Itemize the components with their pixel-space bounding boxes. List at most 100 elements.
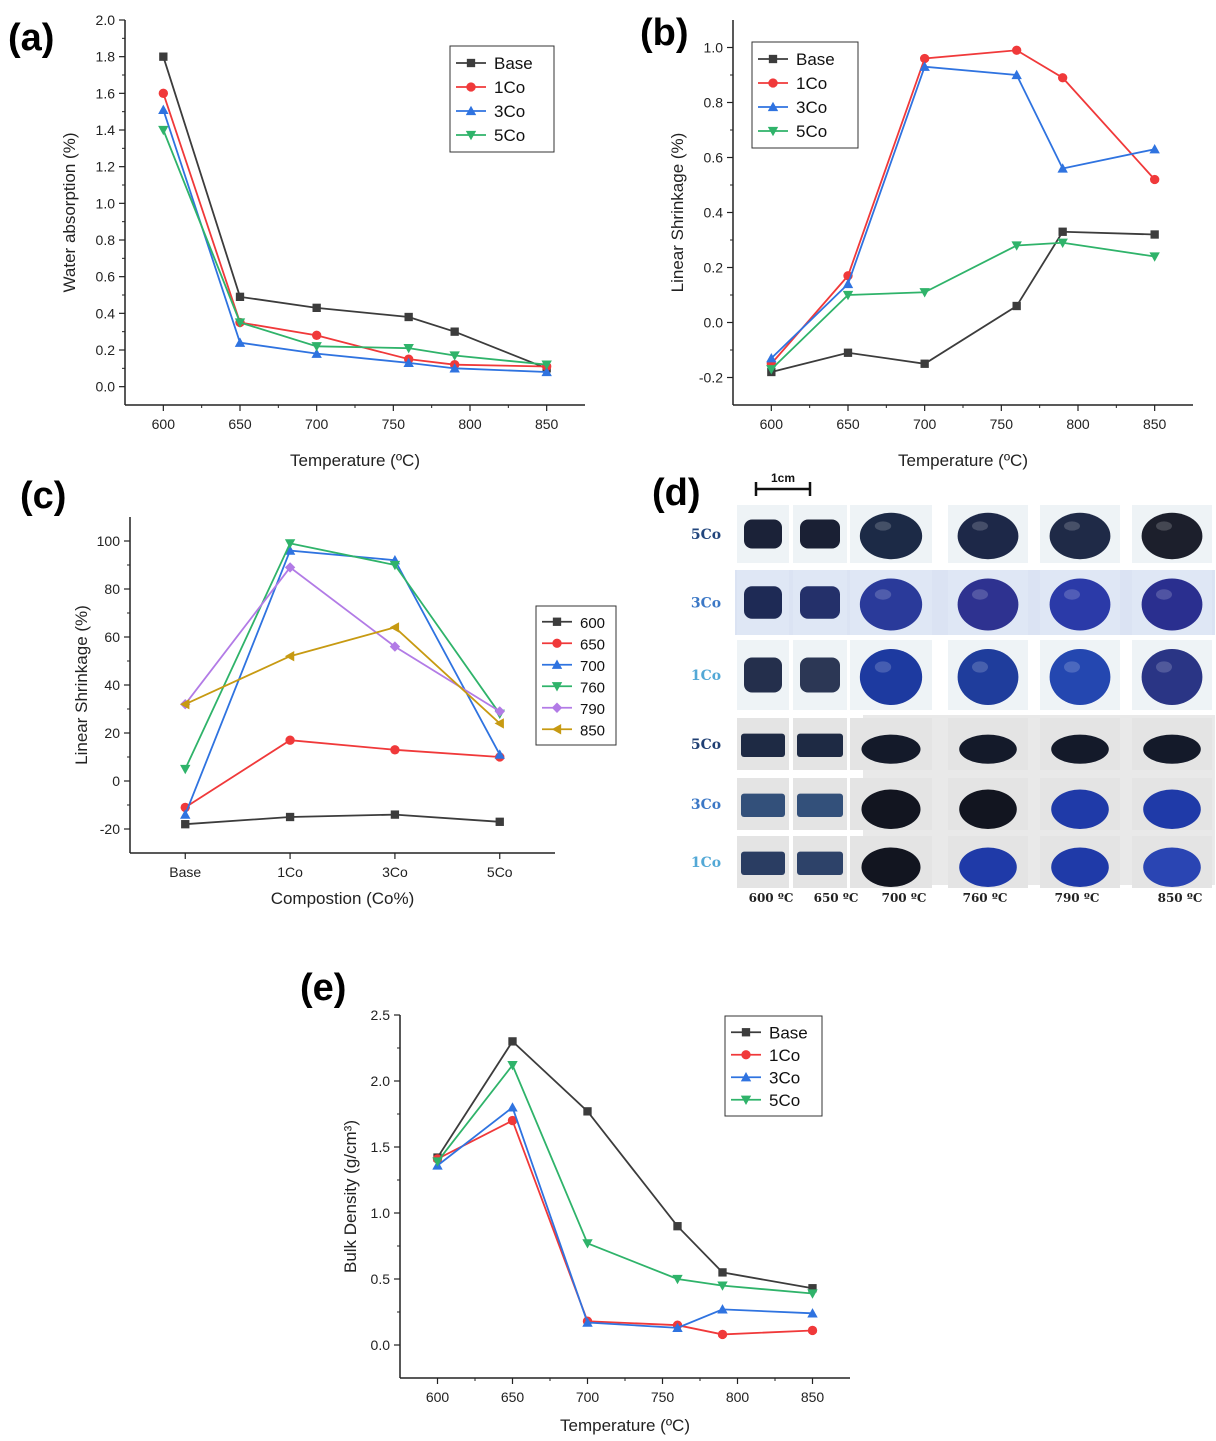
sample-pellet bbox=[744, 657, 782, 693]
sample-bloated-side bbox=[1051, 734, 1109, 764]
series-line-1Co bbox=[770, 49, 1156, 365]
legend-marker-3Co bbox=[740, 1072, 752, 1082]
sample-pellet bbox=[744, 519, 782, 549]
x-tick-label: 3Co bbox=[382, 864, 408, 880]
x-tick-label: 700 bbox=[305, 416, 329, 432]
x-tick-label: 1Co bbox=[277, 864, 303, 880]
panel-label-a: (a) bbox=[8, 17, 54, 59]
legend-marker-5Co bbox=[465, 130, 477, 141]
series-line-3Co bbox=[436, 1105, 813, 1329]
data-point-790 bbox=[494, 706, 505, 717]
data-point-Base bbox=[235, 292, 245, 301]
data-point-3Co bbox=[158, 104, 169, 114]
y-tick-label: -0.2 bbox=[699, 370, 723, 386]
y-tick-label: 0.2 bbox=[704, 260, 724, 276]
legend-marker-Base bbox=[768, 54, 778, 64]
data-point-700 bbox=[494, 749, 505, 759]
sample-bloated bbox=[957, 649, 1019, 705]
data-point-5Co bbox=[1057, 238, 1068, 248]
sample-pellet bbox=[800, 657, 840, 693]
data-point-700 bbox=[180, 809, 191, 819]
photo-row-label: 1Co bbox=[691, 668, 721, 684]
photo-temperature-label: 790 ºC bbox=[1055, 891, 1100, 905]
y-tick-label: -20 bbox=[100, 821, 120, 837]
photo-row-label: 3Co bbox=[691, 797, 721, 813]
y-tick-label: 0.0 bbox=[96, 379, 116, 395]
x-tick-label: 600 bbox=[760, 416, 784, 432]
series-line-3Co bbox=[162, 109, 547, 373]
chart-c: -20 0 20 40 60 80 100 Base 1Co 3Co 5Co Compostion (… bbox=[72, 517, 617, 908]
sample-highlight bbox=[1064, 661, 1080, 673]
data-point-600 bbox=[495, 817, 504, 826]
x-axis-title: Compostion (Co%) bbox=[271, 889, 415, 908]
legend-label-5Co: 5Co bbox=[494, 126, 525, 145]
x-tick-label: Base bbox=[169, 864, 201, 880]
data-point-Base bbox=[508, 1037, 517, 1046]
data-point-5Co bbox=[449, 351, 460, 361]
legend-marker-760 bbox=[551, 682, 563, 692]
data-point-5Co bbox=[919, 288, 930, 298]
x-tick-label: 650 bbox=[228, 416, 252, 432]
data-point-760 bbox=[180, 764, 191, 775]
photo-row-label: 3Co bbox=[691, 596, 721, 612]
legend-label-1Co: 1Co bbox=[796, 74, 827, 93]
data-point-600 bbox=[390, 810, 400, 819]
sample-bloated-side bbox=[959, 789, 1017, 829]
legend-label-3Co: 3Co bbox=[769, 1068, 800, 1087]
series-line-5Co bbox=[436, 1063, 813, 1295]
data-point-1Co bbox=[1149, 174, 1160, 185]
data-point-600 bbox=[181, 820, 190, 829]
legend-marker-5Co bbox=[767, 126, 779, 137]
sample-pellet bbox=[797, 733, 843, 757]
legend-label-Base: Base bbox=[769, 1023, 808, 1042]
data-point-5Co bbox=[1149, 252, 1160, 262]
data-point-Base bbox=[450, 327, 459, 336]
sample-highlight bbox=[874, 661, 892, 673]
y-tick-label: 1.4 bbox=[96, 122, 116, 138]
x-tick-label: 750 bbox=[990, 416, 1014, 432]
legend-label-700: 700 bbox=[580, 658, 605, 675]
y-tick-label: 80 bbox=[104, 581, 120, 597]
x-tick-label: 5Co bbox=[487, 864, 513, 880]
series-line-5Co bbox=[770, 241, 1155, 370]
x-tick-label: 800 bbox=[1066, 416, 1090, 432]
data-point-Base bbox=[1012, 301, 1021, 311]
x-tick-label: 650 bbox=[501, 1389, 525, 1405]
legend-label-Base: Base bbox=[494, 54, 533, 73]
sample-pellet bbox=[797, 793, 843, 817]
data-point-Base bbox=[1150, 230, 1159, 239]
legend-marker-700 bbox=[551, 659, 563, 669]
data-point-650 bbox=[390, 745, 400, 755]
x-axis-title: Temperature (ºC) bbox=[898, 451, 1028, 470]
sample-bloated-side bbox=[1143, 734, 1201, 764]
sample-pellet bbox=[800, 586, 840, 619]
panel-label-d: (d) bbox=[652, 472, 701, 514]
scale-bar-label: 1cm bbox=[771, 471, 795, 485]
series-line-5Co bbox=[162, 129, 547, 366]
data-point-790 bbox=[284, 562, 296, 573]
sample-pellet bbox=[744, 586, 782, 619]
photo-temperature-label: 650 ºC bbox=[814, 891, 859, 905]
series-line-850 bbox=[184, 626, 501, 725]
data-point-3Co bbox=[234, 337, 246, 347]
y-tick-label: 60 bbox=[104, 629, 120, 645]
sample-bloated bbox=[859, 649, 923, 705]
x-tick-label: 850 bbox=[1143, 416, 1167, 432]
data-point-3Co bbox=[311, 348, 322, 358]
series-line-Base bbox=[771, 230, 1155, 373]
data-point-850 bbox=[180, 699, 190, 710]
legend-marker-850 bbox=[551, 724, 562, 735]
y-tick-label: 100 bbox=[97, 533, 121, 549]
photo-temperature-label: 600 ºC bbox=[749, 891, 794, 905]
data-point-650 bbox=[285, 735, 295, 745]
legend-marker-3Co bbox=[465, 105, 477, 116]
data-point-5Co bbox=[842, 290, 854, 301]
sample-highlight bbox=[1156, 521, 1172, 531]
legend-label-790: 790 bbox=[580, 701, 605, 718]
legend-label-3Co: 3Co bbox=[494, 102, 525, 121]
y-axis-title: Linear Shrinkage (%) bbox=[72, 605, 91, 765]
y-tick-label: 0.0 bbox=[371, 1337, 391, 1353]
data-point-Base bbox=[1058, 227, 1067, 236]
data-point-3Co bbox=[1149, 144, 1160, 154]
